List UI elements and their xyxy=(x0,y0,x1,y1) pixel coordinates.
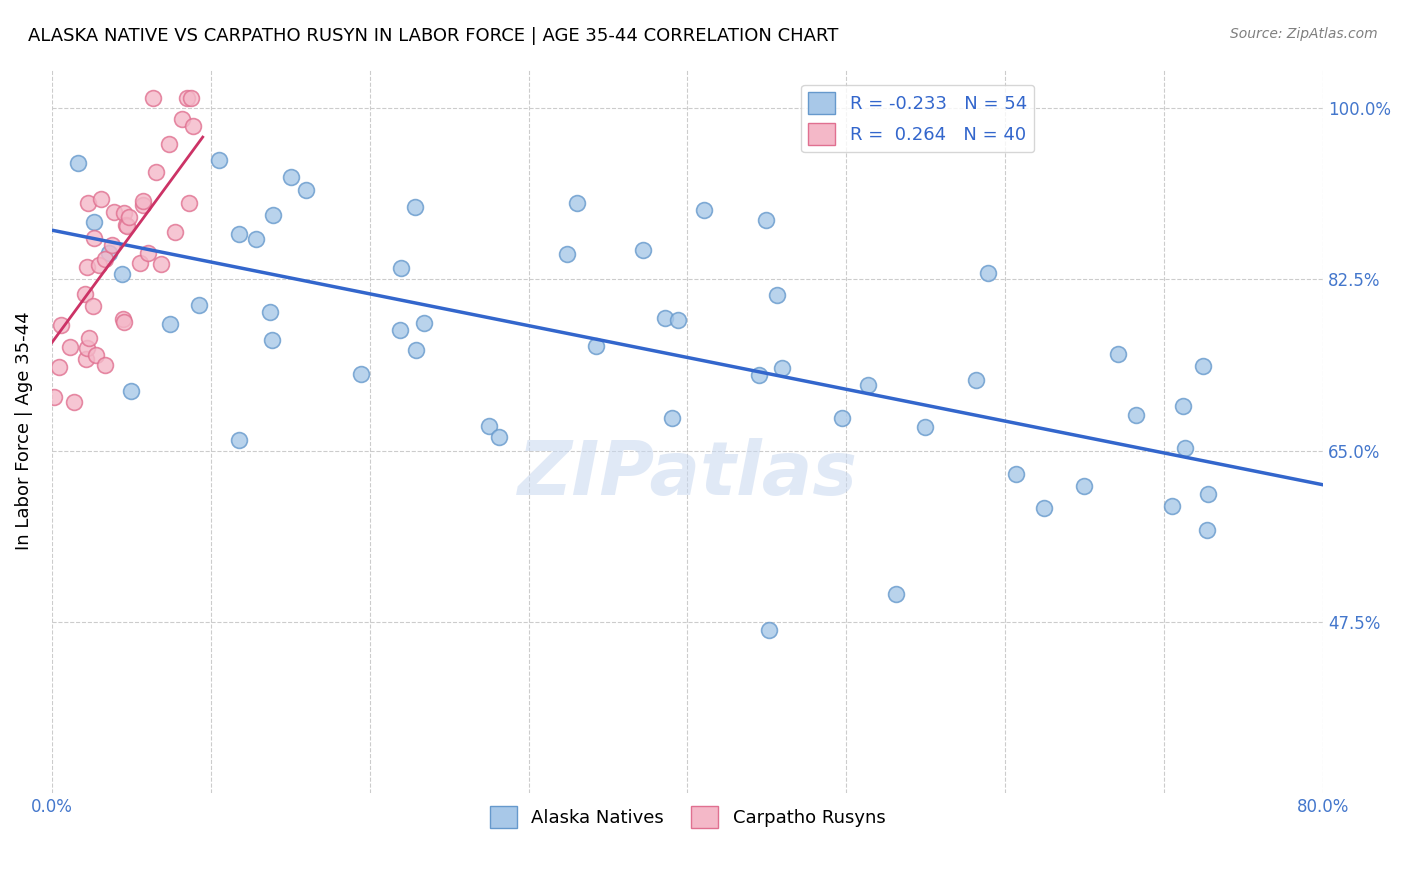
Legend: Alaska Natives, Carpatho Rusyns: Alaska Natives, Carpatho Rusyns xyxy=(482,798,893,835)
Point xyxy=(765,288,787,302)
Point xyxy=(280,170,302,185)
Point xyxy=(661,410,683,425)
Point xyxy=(389,260,412,275)
Point xyxy=(94,358,117,372)
Point xyxy=(132,198,155,212)
Point xyxy=(83,231,105,245)
Point xyxy=(693,203,716,218)
Point xyxy=(654,310,676,325)
Point xyxy=(1160,500,1182,514)
Point xyxy=(145,165,167,179)
Text: ALASKA NATIVE VS CARPATHO RUSYN IN LABOR FORCE | AGE 35-44 CORRELATION CHART: ALASKA NATIVE VS CARPATHO RUSYN IN LABOR… xyxy=(28,27,838,45)
Point xyxy=(176,91,198,105)
Point xyxy=(208,153,231,168)
Point xyxy=(856,377,879,392)
Point xyxy=(63,394,86,409)
Point xyxy=(1197,487,1219,501)
Point xyxy=(187,298,209,312)
Point xyxy=(260,334,283,348)
Point xyxy=(83,215,105,229)
Point xyxy=(180,91,202,105)
Point xyxy=(84,348,107,362)
Point xyxy=(413,316,436,330)
Point xyxy=(295,183,318,197)
Point xyxy=(1108,347,1130,361)
Point xyxy=(128,256,150,270)
Point xyxy=(170,112,193,127)
Point xyxy=(97,245,120,260)
Point xyxy=(77,331,100,345)
Point xyxy=(1171,400,1194,414)
Point xyxy=(1197,524,1219,538)
Point xyxy=(1073,479,1095,493)
Point xyxy=(262,208,284,222)
Point xyxy=(350,368,373,382)
Point xyxy=(138,246,160,260)
Point xyxy=(114,206,136,220)
Point xyxy=(44,391,66,405)
Point xyxy=(103,205,125,219)
Point xyxy=(770,360,793,375)
Point xyxy=(76,195,98,210)
Point xyxy=(914,419,936,434)
Point xyxy=(557,247,579,261)
Point xyxy=(94,252,117,266)
Point xyxy=(1125,408,1147,422)
Point xyxy=(112,315,135,329)
Point xyxy=(388,323,411,337)
Point xyxy=(977,266,1000,280)
Point xyxy=(111,267,134,281)
Point xyxy=(157,137,180,152)
Point xyxy=(666,313,689,327)
Point xyxy=(66,156,89,170)
Point xyxy=(111,312,134,326)
Point xyxy=(1191,359,1213,373)
Point xyxy=(245,232,267,246)
Point xyxy=(76,342,98,356)
Point xyxy=(115,219,138,233)
Point xyxy=(150,257,173,271)
Point xyxy=(90,192,112,206)
Point xyxy=(478,419,501,434)
Point xyxy=(1033,501,1056,516)
Point xyxy=(76,260,98,274)
Point xyxy=(228,434,250,448)
Point xyxy=(179,196,201,211)
Text: Source: ZipAtlas.com: Source: ZipAtlas.com xyxy=(1230,27,1378,41)
Point xyxy=(114,218,136,232)
Point xyxy=(120,384,142,398)
Point xyxy=(228,227,250,241)
Point xyxy=(48,359,70,374)
Point xyxy=(747,368,769,383)
Point xyxy=(831,410,853,425)
Point xyxy=(87,258,110,272)
Point xyxy=(142,91,165,105)
Point xyxy=(59,340,82,354)
Point xyxy=(75,352,97,367)
Point xyxy=(49,318,72,332)
Point xyxy=(585,339,607,353)
Point xyxy=(132,194,155,209)
Point xyxy=(405,201,427,215)
Point xyxy=(181,120,204,134)
Point xyxy=(73,286,96,301)
Point xyxy=(631,244,654,258)
Point xyxy=(82,299,104,313)
Point xyxy=(567,195,589,210)
Y-axis label: In Labor Force | Age 35-44: In Labor Force | Age 35-44 xyxy=(15,311,32,550)
Point xyxy=(259,304,281,318)
Point xyxy=(405,343,427,357)
Point xyxy=(1174,441,1197,455)
Point xyxy=(965,373,987,387)
Point xyxy=(758,624,780,638)
Point xyxy=(159,318,181,332)
Point xyxy=(1004,467,1026,481)
Point xyxy=(755,213,778,227)
Point xyxy=(118,210,141,224)
Text: ZIPatlas: ZIPatlas xyxy=(517,438,858,511)
Point xyxy=(101,238,124,252)
Point xyxy=(488,430,510,444)
Point xyxy=(884,587,907,601)
Point xyxy=(165,225,187,239)
